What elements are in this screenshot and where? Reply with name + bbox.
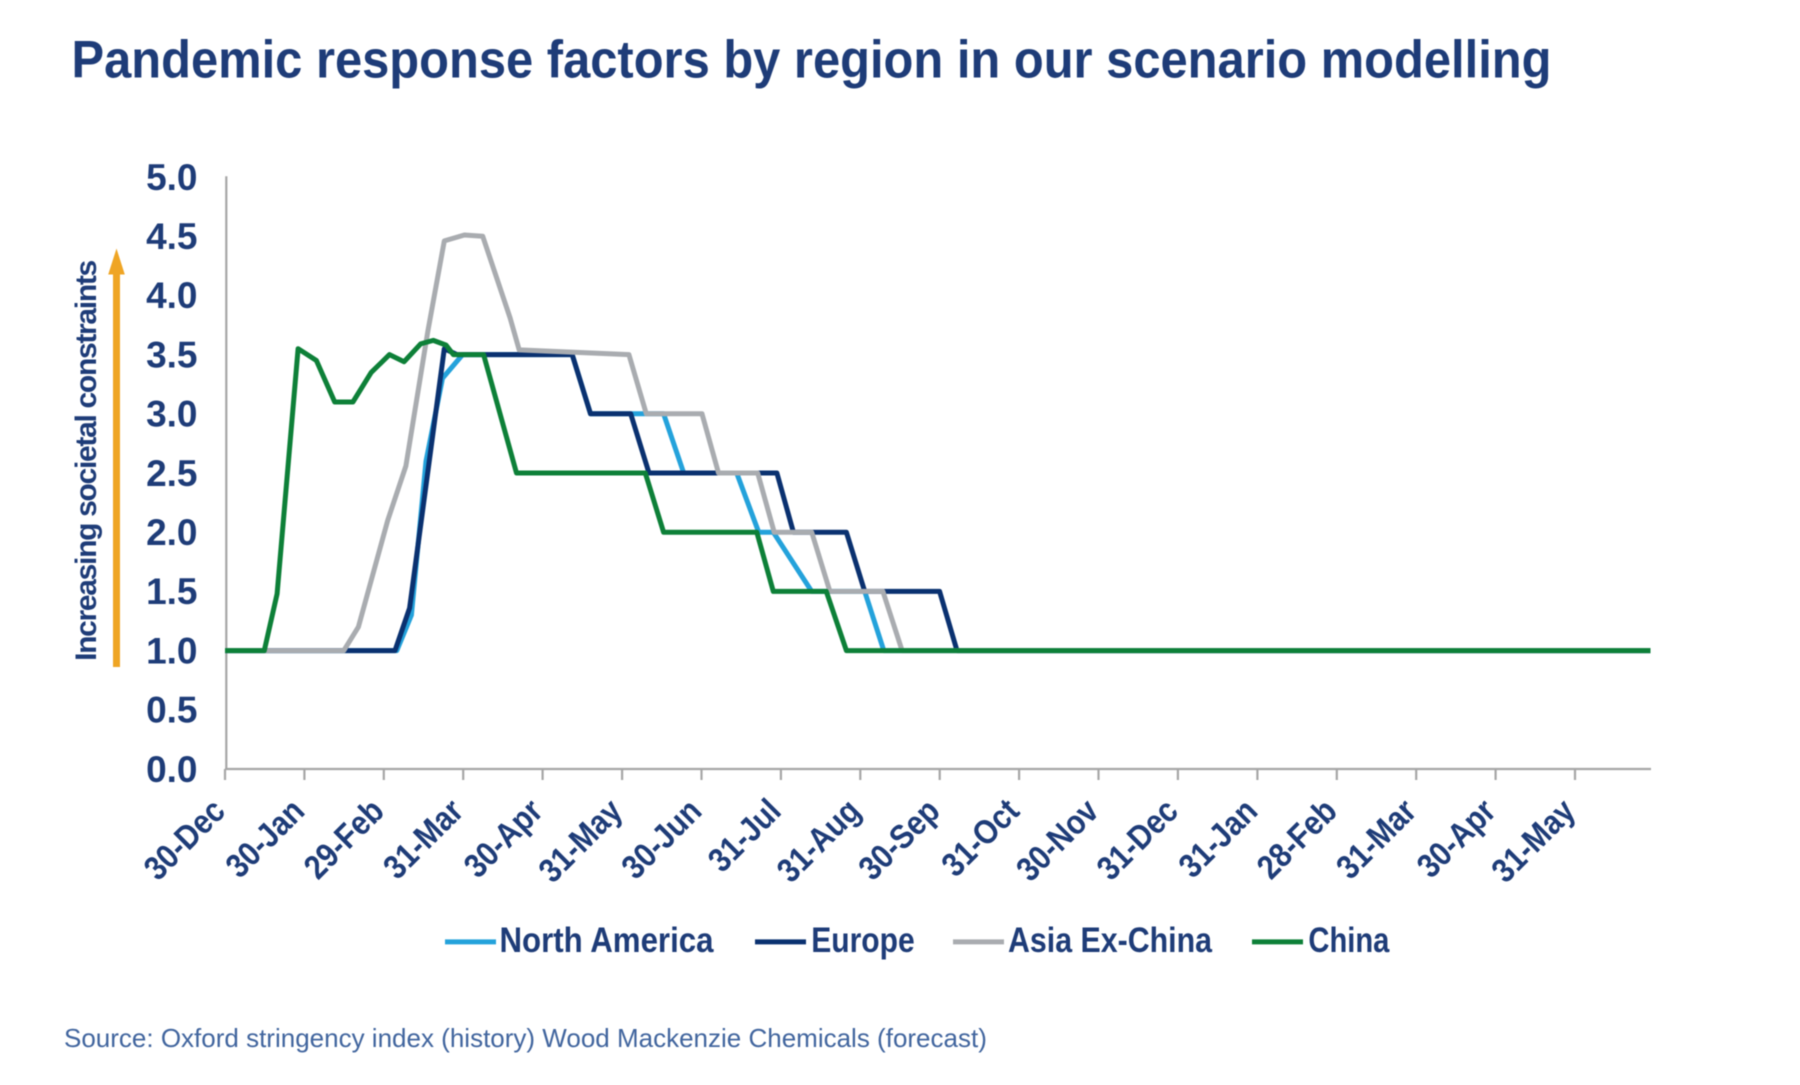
svg-text:31-Jan: 31-Jan (1172, 792, 1265, 885)
svg-text:31-May: 31-May (532, 792, 630, 890)
svg-text:3.0: 3.0 (146, 394, 197, 435)
svg-text:China: China (1308, 920, 1389, 960)
svg-text:31-Mar: 31-Mar (1329, 792, 1424, 887)
svg-text:2.5: 2.5 (146, 453, 197, 494)
svg-text:Increasing societal constraint: Increasing societal constraints (70, 260, 103, 660)
svg-text:1.5: 1.5 (146, 571, 197, 612)
svg-text:0.0: 0.0 (146, 749, 197, 790)
svg-text:2.0: 2.0 (146, 512, 197, 553)
svg-text:30-Jan: 30-Jan (219, 792, 312, 885)
svg-text:30-Apr: 30-Apr (457, 792, 550, 885)
svg-text:5.0: 5.0 (146, 157, 197, 198)
svg-text:31-Oct: 31-Oct (934, 792, 1026, 884)
svg-text:3.5: 3.5 (146, 334, 197, 375)
svg-text:30-Apr: 30-Apr (1410, 792, 1503, 885)
svg-text:28-Feb: 28-Feb (1250, 792, 1345, 887)
svg-text:31-Aug: 31-Aug (770, 792, 868, 890)
svg-text:30-Dec: 30-Dec (137, 792, 233, 888)
svg-text:30-Sep: 30-Sep (851, 792, 947, 888)
svg-text:30-Nov: 30-Nov (1009, 792, 1106, 889)
svg-text:Europe: Europe (811, 920, 915, 960)
svg-text:Source: Oxford stringency inde: Source: Oxford stringency index (history… (64, 1023, 987, 1053)
svg-text:31-Dec: 31-Dec (1090, 792, 1186, 888)
svg-text:29-Feb: 29-Feb (297, 792, 392, 887)
svg-text:Pandemic response factors by r: Pandemic response factors by region in o… (72, 31, 1552, 90)
svg-text:North America: North America (500, 920, 714, 960)
svg-text:1.0: 1.0 (146, 630, 197, 671)
svg-text:31-May: 31-May (1484, 792, 1582, 890)
svg-text:4.0: 4.0 (146, 275, 197, 316)
svg-text:Asia Ex-China: Asia Ex-China (1008, 920, 1212, 960)
svg-text:4.5: 4.5 (146, 216, 197, 257)
svg-text:30-Jun: 30-Jun (614, 792, 709, 887)
svg-text:31-Mar: 31-Mar (376, 792, 471, 887)
svg-text:0.5: 0.5 (146, 690, 197, 731)
